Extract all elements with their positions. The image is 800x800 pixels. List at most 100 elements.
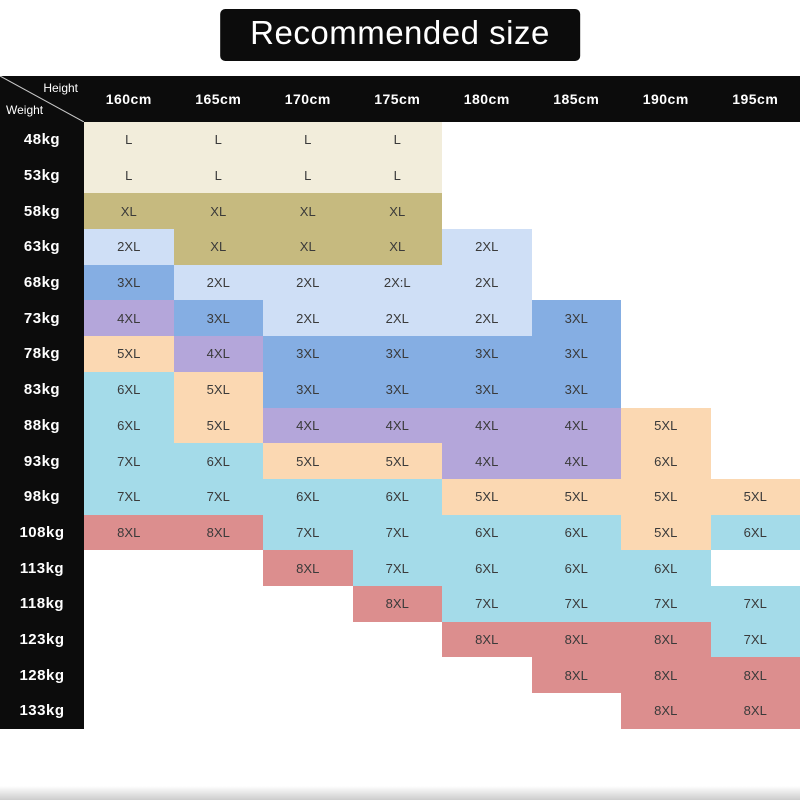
size-cell: 7XL (531, 585, 621, 622)
size-cell: 5XL (173, 407, 263, 444)
empty-cell (621, 229, 711, 265)
empty-cell (353, 622, 443, 658)
corner-cell: Height Weight (0, 76, 84, 122)
empty-cell (621, 372, 711, 408)
empty-cell (711, 372, 800, 408)
size-cell: 8XL (621, 693, 711, 729)
weight-header: 73kg (0, 300, 84, 337)
size-cell: 6XL (531, 550, 621, 586)
height-header: 160cm (84, 76, 174, 122)
height-header: 170cm (263, 76, 353, 122)
empty-cell (711, 193, 800, 229)
weight-header: 118kg (0, 585, 84, 622)
size-cell: L (173, 122, 263, 158)
empty-cell (621, 122, 711, 158)
size-cell: 5XL (84, 336, 174, 372)
size-cell: 8XL (84, 514, 174, 551)
empty-cell (532, 693, 622, 729)
size-cell: XL (352, 193, 442, 230)
empty-cell (532, 122, 622, 158)
size-cell: 5XL (352, 443, 442, 479)
corner-height-label: Height (43, 81, 78, 95)
size-cell: 2XL (84, 229, 174, 265)
height-header: 195cm (710, 76, 800, 122)
weight-header: 113kg (0, 550, 84, 586)
weight-header: 98kg (0, 478, 84, 515)
size-cell: 8XL (263, 550, 353, 586)
size-cell: 3XL (84, 264, 174, 301)
weight-header: 88kg (0, 407, 84, 444)
size-cell: L (84, 122, 174, 158)
height-header: 165cm (173, 76, 263, 122)
size-cell: 7XL (621, 585, 711, 622)
size-cell: 4XL (352, 407, 442, 444)
size-cell: 6XL (621, 443, 711, 479)
empty-cell (84, 693, 174, 729)
size-cell: 2XL (442, 229, 532, 265)
weight-header: 83kg (0, 371, 84, 408)
size-cell: 6XL (84, 371, 174, 408)
empty-cell (711, 158, 800, 194)
size-cell: 3XL (173, 300, 263, 337)
size-cell: 3XL (531, 300, 621, 337)
size-cell: 6XL (263, 478, 353, 515)
empty-cell (263, 586, 353, 622)
empty-cell (711, 229, 800, 265)
size-cell: 5XL (442, 478, 532, 515)
size-cell: 3XL (442, 371, 532, 408)
size-cell: 5XL (621, 407, 711, 444)
weight-header: 78kg (0, 336, 84, 372)
size-cell: 4XL (442, 407, 532, 444)
size-cell: 7XL (442, 585, 532, 622)
size-cell: 7XL (352, 514, 442, 551)
size-cell: 5XL (173, 371, 263, 408)
size-cell: 7XL (352, 550, 442, 586)
empty-cell (442, 657, 532, 693)
weight-header: 53kg (0, 157, 84, 194)
empty-cell (711, 122, 800, 158)
size-cell: 5XL (263, 443, 353, 479)
weight-header: 128kg (0, 657, 84, 693)
empty-cell (84, 622, 174, 658)
size-cell: XL (173, 193, 263, 230)
empty-cell (84, 657, 174, 693)
empty-cell (263, 693, 353, 729)
empty-cell (532, 265, 622, 301)
height-header: 185cm (531, 76, 621, 122)
empty-cell (84, 586, 174, 622)
empty-cell (711, 265, 800, 301)
empty-cell (711, 408, 800, 444)
size-cell: 3XL (531, 336, 621, 372)
size-cell: 4XL (442, 443, 532, 479)
size-cell: 3XL (263, 371, 353, 408)
size-cell: 8XL (710, 657, 800, 693)
size-cell: 7XL (710, 585, 800, 622)
size-cell: 6XL (710, 514, 800, 551)
size-cell: 3XL (263, 336, 353, 372)
empty-cell (621, 193, 711, 229)
diagonal-divider-line (0, 76, 84, 122)
height-header: 190cm (621, 76, 711, 122)
size-cell: 5XL (710, 478, 800, 515)
empty-cell (442, 693, 532, 729)
size-cell: 3XL (531, 371, 621, 408)
size-cell: 8XL (621, 657, 711, 693)
height-header: 180cm (442, 76, 532, 122)
size-cell: 8XL (173, 514, 263, 551)
size-cell: 7XL (84, 443, 174, 479)
empty-cell (174, 693, 264, 729)
size-cell: 7XL (263, 514, 353, 551)
size-cell: L (263, 122, 353, 158)
size-cell: XL (84, 193, 174, 230)
size-cell: 6XL (173, 443, 263, 479)
size-cell: 8XL (621, 621, 711, 658)
empty-cell (711, 443, 800, 479)
empty-cell (174, 550, 264, 586)
page-title: Recommended size (220, 9, 580, 61)
empty-cell (84, 550, 174, 586)
size-cell: 2XL (263, 264, 353, 301)
weight-header: 68kg (0, 264, 84, 301)
size-cell: 4XL (531, 407, 621, 444)
empty-cell (711, 550, 800, 586)
empty-cell (174, 622, 264, 658)
